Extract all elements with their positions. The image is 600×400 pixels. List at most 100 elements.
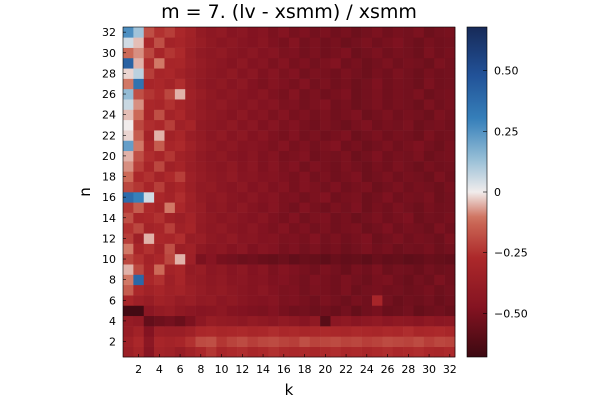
heatmap-cell: [289, 161, 300, 172]
heatmap-cell: [289, 212, 300, 224]
heatmap-cell: [320, 119, 331, 131]
heatmap-cell: [423, 243, 435, 255]
heatmap-cell: [226, 253, 238, 265]
x-tick-label: 24: [360, 363, 374, 376]
heatmap-cell: [257, 150, 269, 162]
heatmap-cell: [330, 212, 342, 224]
heatmap-cell: [278, 264, 290, 275]
heatmap-cell: [206, 130, 217, 141]
heatmap-cell: [237, 37, 248, 48]
heatmap-cell: [330, 295, 342, 306]
heatmap-cell: [320, 346, 331, 358]
heatmap-cell: [361, 47, 373, 59]
heatmap-cell: [434, 88, 445, 100]
heatmap-cell: [299, 253, 311, 265]
heatmap-cell: [423, 47, 435, 59]
heatmap-cell: [444, 284, 456, 296]
heatmap-cell: [143, 305, 155, 317]
heatmap-cell: [444, 181, 456, 193]
heatmap-cell: [278, 140, 290, 152]
heatmap-cell: [185, 37, 196, 48]
heatmap-cell: [226, 326, 238, 337]
heatmap-cell: [299, 284, 311, 296]
heatmap-cell: [195, 57, 207, 69]
heatmap-cell: [372, 274, 383, 286]
heatmap-cell: [143, 202, 155, 213]
heatmap-cell: [174, 119, 186, 131]
heatmap-cell: [403, 295, 414, 306]
heatmap-cell: [372, 78, 383, 90]
heatmap-cell: [413, 212, 425, 224]
heatmap-cell: [247, 212, 259, 224]
heatmap-cell: [278, 243, 290, 255]
heatmap-cell: [237, 315, 248, 327]
heatmap-cell: [226, 57, 238, 69]
heatmap-cell: [423, 192, 435, 203]
heatmap-cell: [444, 202, 456, 213]
y-tick-label: 6: [109, 294, 116, 307]
heatmap-cell: [143, 37, 155, 48]
heatmap-cell: [133, 68, 145, 79]
heatmap-cell: [413, 326, 425, 337]
heatmap-cell: [299, 140, 311, 152]
heatmap-cell: [257, 27, 269, 38]
heatmap-cell: [123, 233, 134, 244]
heatmap-cell: [361, 253, 373, 265]
heatmap-cell: [216, 192, 228, 203]
heatmap-cell: [382, 68, 394, 79]
heatmap-cell: [361, 192, 373, 203]
heatmap-cell: [372, 305, 383, 317]
heatmap-cell: [185, 233, 196, 244]
heatmap-cell: [206, 78, 217, 90]
heatmap-cell: [268, 57, 279, 69]
heatmap-cell: [320, 264, 331, 275]
heatmap-cell: [164, 315, 176, 327]
heatmap-cell: [257, 274, 269, 286]
heatmap-cell: [320, 150, 331, 162]
y-tick-label: 14: [102, 212, 116, 225]
heatmap-cell: [403, 305, 414, 317]
heatmap-cell: [185, 119, 196, 131]
heatmap-cell: [164, 130, 176, 141]
heatmap-cell: [216, 305, 228, 317]
heatmap-cell: [423, 57, 435, 69]
heatmap-cell: [320, 222, 331, 234]
heatmap-cell: [237, 130, 248, 141]
heatmap-cell: [423, 305, 435, 317]
heatmap-cell: [257, 78, 269, 90]
heatmap-cell: [195, 130, 207, 141]
heatmap-cell: [403, 57, 414, 69]
x-tick-label: 6: [177, 363, 184, 376]
heatmap-cell: [434, 150, 445, 162]
heatmap-cell: [434, 274, 445, 286]
heatmap-cell: [247, 202, 259, 213]
heatmap-cell: [340, 346, 352, 358]
heatmap-cell: [143, 99, 155, 110]
heatmap-cell: [309, 346, 321, 358]
heatmap-cell: [268, 99, 279, 110]
heatmap-cell: [185, 78, 196, 90]
heatmap-cell: [123, 27, 134, 38]
heatmap-cell: [226, 264, 238, 275]
heatmap-cell: [216, 274, 228, 286]
heatmap-cell: [382, 99, 394, 110]
heatmap-cell: [289, 99, 300, 110]
heatmap-cell: [206, 181, 217, 193]
heatmap-cell: [392, 253, 404, 265]
heatmap-cell: [372, 222, 383, 234]
heatmap-cell: [423, 326, 435, 337]
heatmap-cell: [320, 99, 331, 110]
heatmap-cell: [413, 57, 425, 69]
heatmap-cell: [185, 27, 196, 38]
heatmap-cell: [403, 78, 414, 90]
heatmap-cell: [143, 264, 155, 275]
heatmap-cell: [382, 130, 394, 141]
heatmap-cell: [247, 171, 259, 182]
heatmap-cell: [392, 27, 404, 38]
heatmap-cell: [268, 181, 279, 193]
heatmap-cell: [123, 212, 134, 224]
heatmap-cell: [226, 336, 238, 347]
heatmap-cell: [174, 171, 186, 182]
heatmap-cell: [185, 264, 196, 275]
heatmap-cell: [237, 202, 248, 213]
